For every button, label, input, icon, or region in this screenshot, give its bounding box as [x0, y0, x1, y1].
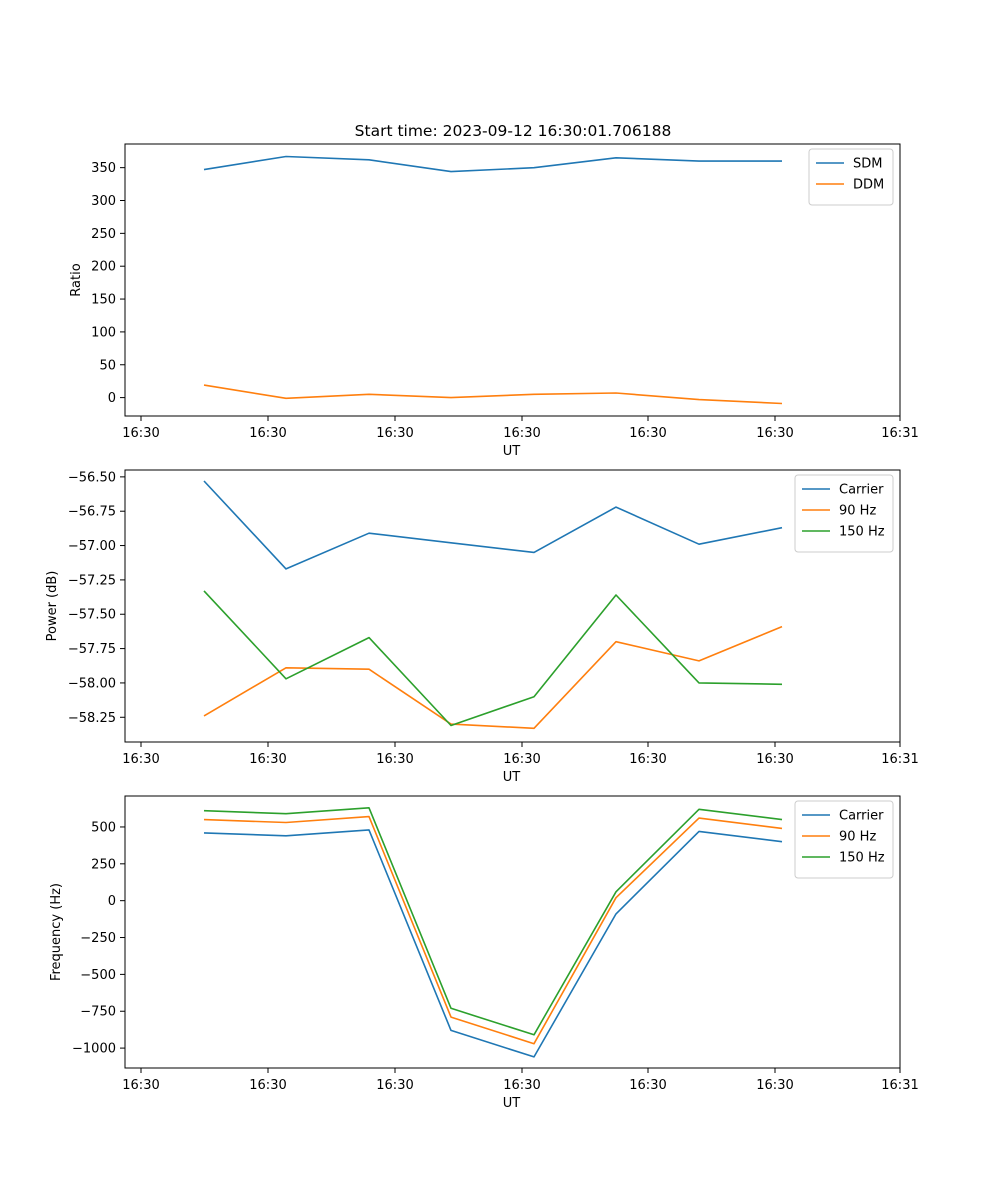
y-axis-label: Frequency (Hz): [49, 883, 64, 981]
x-tick-label: 16:30: [756, 752, 793, 767]
series-line-sdm: [203, 155, 782, 173]
series-line-90-hz: [203, 625, 783, 730]
x-tick-label: 16:30: [756, 1078, 793, 1093]
axes-frame: [124, 795, 901, 1069]
legend-label: SDM: [853, 157, 882, 172]
x-axis-label: UT: [503, 1096, 521, 1111]
y-tick-label: 250: [91, 857, 116, 872]
y-tick-label: −250: [80, 931, 116, 946]
x-axis-label: UT: [503, 444, 521, 459]
x-tick-label: 16:30: [629, 1078, 666, 1093]
y-tick-label: −58.00: [68, 676, 116, 691]
series-line-ddm: [203, 384, 783, 405]
y-tick-label: 350: [91, 161, 116, 176]
legend-label: 150 Hz: [839, 525, 885, 540]
x-tick-label: 16:30: [376, 752, 413, 767]
x-tick-label: 16:30: [249, 426, 286, 441]
x-tick-label: 16:30: [629, 752, 666, 767]
legend-label: DDM: [853, 178, 884, 193]
y-tick-label: 50: [99, 358, 116, 373]
y-tick-label: −58.25: [68, 711, 116, 726]
x-tick-label: 16:30: [122, 426, 159, 441]
x-tick-label: 16:30: [122, 752, 159, 767]
y-axis-label: Ratio: [69, 263, 84, 296]
legend-label: 90 Hz: [839, 504, 876, 519]
series-line-90-hz: [203, 815, 783, 1045]
y-tick-label: −57.50: [68, 608, 116, 623]
y-tick-label: 150: [91, 293, 116, 308]
panel-1: 16:30 16:30 16:30 16:30 16:30 16:30 16:31 0 50 10…: [69, 143, 919, 459]
x-tick-label: 16:30: [503, 1078, 540, 1093]
x-axis-label: UT: [503, 770, 521, 785]
legend-label: 150 Hz: [839, 851, 885, 866]
y-tick-label: −57.75: [68, 642, 116, 657]
y-tick-label: −56.50: [68, 470, 116, 485]
x-tick-label: 16:30: [756, 426, 793, 441]
legend-label: Carrier: [839, 809, 884, 824]
y-tick-label: 500: [91, 820, 116, 835]
y-tick-label: 300: [91, 194, 116, 209]
x-tick-label: 16:30: [503, 426, 540, 441]
series-line-carrier: [203, 480, 783, 570]
series-line-150-hz: [203, 590, 783, 727]
y-axis-label: Power (dB): [45, 571, 60, 642]
x-tick-label: 16:31: [881, 426, 918, 441]
legend: Carrier 90 Hz 150 Hz: [794, 800, 894, 879]
legend-label: Carrier: [839, 483, 884, 498]
legend: Carrier 90 Hz 150 Hz: [794, 474, 894, 553]
x-tick-label: 16:30: [122, 1078, 159, 1093]
y-tick-label: 0: [108, 894, 116, 909]
panel-2: 16:30 16:30 16:30 16:30 16:30 16:30 16:31 −58.2…: [45, 469, 919, 785]
y-tick-label: 200: [91, 260, 116, 275]
y-tick-label: −56.75: [68, 505, 116, 520]
legend-frame: [794, 474, 894, 553]
chart-title: Start time: 2023-09-12 16:30:01.706188: [355, 122, 672, 140]
y-tick-label: −57.25: [68, 573, 116, 588]
axes-frame: [124, 469, 901, 743]
panel-3: 16:30 16:30 16:30 16:30 16:30 16:30 16:31 −1000…: [49, 795, 919, 1111]
x-tick-label: 16:30: [376, 1078, 413, 1093]
x-tick-label: 16:30: [629, 426, 666, 441]
y-tick-label: −1000: [72, 1042, 116, 1057]
y-tick-label: −57.00: [68, 539, 116, 554]
x-tick-label: 16:30: [376, 426, 413, 441]
x-tick-label: 16:30: [249, 752, 286, 767]
series-line-150-hz: [203, 806, 783, 1036]
x-tick-label: 16:30: [249, 1078, 286, 1093]
y-tick-label: 250: [91, 227, 116, 242]
series-line-carrier: [203, 829, 783, 1058]
legend: SDM DDM: [808, 148, 894, 206]
y-tick-label: −500: [80, 968, 116, 983]
legend-label: 90 Hz: [839, 830, 876, 845]
y-tick-label: 100: [91, 325, 116, 340]
x-tick-label: 16:30: [503, 752, 540, 767]
axes-frame: [124, 143, 901, 417]
x-tick-label: 16:31: [881, 1078, 918, 1093]
legend-frame: [794, 800, 894, 879]
x-tick-label: 16:31: [881, 752, 918, 767]
y-tick-label: 0: [108, 391, 116, 406]
y-tick-label: −750: [80, 1005, 116, 1020]
